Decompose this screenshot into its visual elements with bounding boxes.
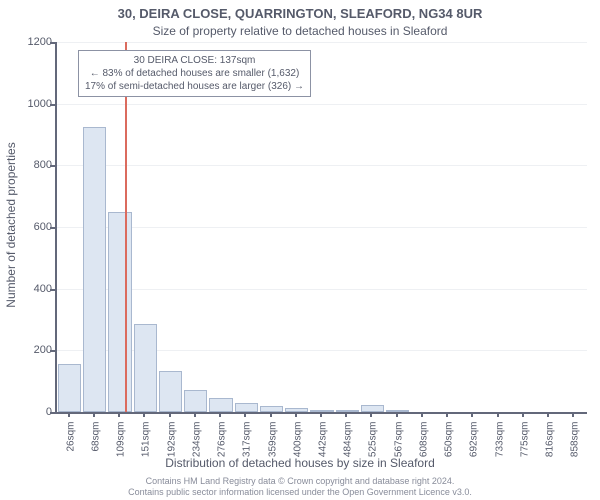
footer-copyright-2: Contains public sector information licen… — [0, 487, 600, 497]
x-tick-label: 192sqm — [166, 422, 177, 472]
grid-line — [57, 165, 587, 166]
x-tick-label: 525sqm — [368, 422, 379, 472]
x-tick-mark — [421, 412, 423, 417]
x-tick-mark — [68, 412, 70, 417]
y-tick-label: 400 — [12, 283, 52, 295]
bar — [134, 324, 157, 412]
x-tick-mark — [547, 412, 549, 417]
grid-line — [57, 42, 587, 43]
x-tick-label: 692sqm — [469, 422, 480, 472]
annotation-line3: 17% of semi-detached houses are larger (… — [85, 80, 304, 93]
bar — [260, 406, 283, 412]
x-tick-mark — [497, 412, 499, 417]
x-tick-label: 234sqm — [191, 422, 202, 472]
x-tick-mark — [270, 412, 272, 417]
x-tick-label: 733sqm — [494, 422, 505, 472]
bar — [235, 403, 258, 412]
bar — [209, 398, 232, 412]
x-tick-label: 359sqm — [267, 422, 278, 472]
x-tick-label: 775sqm — [519, 422, 530, 472]
grid-line — [57, 227, 587, 228]
x-tick-label: 442sqm — [318, 422, 329, 472]
x-tick-mark — [370, 412, 372, 417]
bar — [184, 390, 207, 412]
y-tick-mark — [50, 42, 55, 44]
footer-copyright-1: Contains HM Land Registry data © Crown c… — [0, 476, 600, 486]
x-tick-label: 151sqm — [141, 422, 152, 472]
bar — [58, 364, 81, 412]
chart-title-sub: Size of property relative to detached ho… — [0, 24, 600, 38]
bar — [285, 408, 308, 412]
x-tick-label: 567sqm — [393, 422, 404, 472]
marker-line — [125, 42, 127, 412]
bar — [386, 410, 409, 412]
x-tick-mark — [572, 412, 574, 417]
x-tick-mark — [446, 412, 448, 417]
x-tick-label: 608sqm — [418, 422, 429, 472]
x-tick-label: 484sqm — [343, 422, 354, 472]
x-tick-mark — [320, 412, 322, 417]
y-tick-label: 200 — [12, 344, 52, 356]
grid-line — [57, 289, 587, 290]
annotation-box: 30 DEIRA CLOSE: 137sqm ← 83% of detached… — [78, 50, 311, 97]
y-tick-label: 1000 — [12, 98, 52, 110]
y-tick-label: 0 — [12, 406, 52, 418]
x-tick-mark — [194, 412, 196, 417]
x-tick-label: 858sqm — [570, 422, 581, 472]
x-tick-mark — [471, 412, 473, 417]
y-tick-mark — [50, 289, 55, 291]
chart-title-main: 30, DEIRA CLOSE, QUARRINGTON, SLEAFORD, … — [0, 6, 600, 21]
y-tick-label: 600 — [12, 221, 52, 233]
y-tick-mark — [50, 104, 55, 106]
plot-area — [55, 42, 587, 414]
x-tick-label: 68sqm — [90, 422, 101, 472]
annotation-line2: ← 83% of detached houses are smaller (1,… — [85, 67, 304, 80]
bar — [108, 212, 131, 412]
x-tick-mark — [295, 412, 297, 417]
x-tick-label: 26sqm — [65, 422, 76, 472]
grid-line — [57, 104, 587, 105]
x-tick-mark — [118, 412, 120, 417]
x-tick-mark — [93, 412, 95, 417]
x-tick-label: 816sqm — [545, 422, 556, 472]
chart-container: { "title_line1": "30, DEIRA CLOSE, QUARR… — [0, 0, 600, 500]
y-tick-mark — [50, 165, 55, 167]
x-tick-mark — [143, 412, 145, 417]
y-tick-mark — [50, 412, 55, 414]
x-tick-label: 650sqm — [444, 422, 455, 472]
x-tick-mark — [345, 412, 347, 417]
x-tick-mark — [219, 412, 221, 417]
y-tick-mark — [50, 227, 55, 229]
x-tick-mark — [522, 412, 524, 417]
y-tick-mark — [50, 350, 55, 352]
x-tick-label: 109sqm — [116, 422, 127, 472]
x-tick-label: 276sqm — [217, 422, 228, 472]
x-tick-mark — [169, 412, 171, 417]
x-tick-label: 317sqm — [242, 422, 253, 472]
y-tick-label: 1200 — [12, 36, 52, 48]
bar — [83, 127, 106, 412]
x-tick-label: 400sqm — [292, 422, 303, 472]
y-tick-label: 800 — [12, 159, 52, 171]
annotation-line1: 30 DEIRA CLOSE: 137sqm — [85, 54, 304, 67]
bar — [159, 371, 182, 412]
bar — [361, 405, 384, 412]
bar — [336, 410, 359, 412]
x-tick-mark — [396, 412, 398, 417]
x-tick-mark — [244, 412, 246, 417]
